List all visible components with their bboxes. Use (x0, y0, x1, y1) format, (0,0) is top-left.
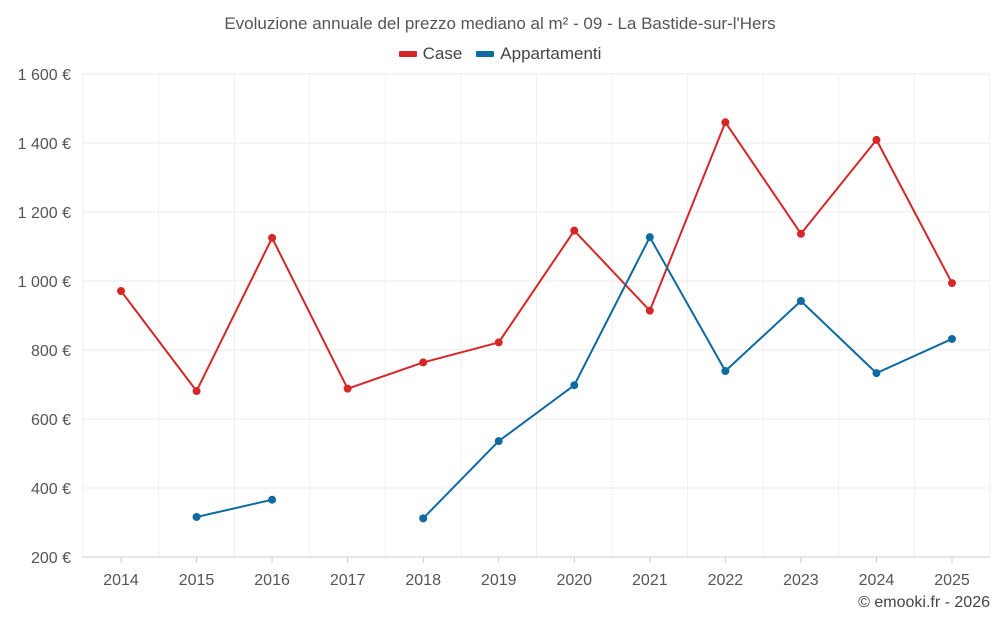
data-point-case (192, 387, 201, 396)
data-point-case (343, 384, 352, 393)
legend-swatch-appartamenti (476, 51, 495, 57)
data-point-appartamenti (645, 233, 654, 242)
x-tick-label: 2024 (859, 572, 895, 589)
data-point-case (494, 338, 503, 347)
data-point-appartamenti (948, 334, 956, 343)
legend-label-case: Case (422, 44, 463, 63)
data-point-case (872, 135, 881, 144)
legend-item-case[interactable]: Case (398, 44, 463, 64)
data-point-appartamenti (494, 437, 503, 446)
series-line-case (120, 121, 953, 393)
data-point-appartamenti (721, 367, 730, 376)
x-tick-label: 2023 (783, 572, 819, 589)
x-tick-label: 2019 (481, 572, 517, 589)
data-point-appartamenti (192, 512, 201, 521)
data-point-appartamenti (268, 495, 277, 504)
legend-label-appartamenti: Appartamenti (500, 44, 602, 63)
y-tick-label: 400 € (31, 481, 71, 498)
y-tick-label: 1 600 € (18, 67, 71, 84)
y-tick-label: 1 400 € (18, 136, 71, 153)
data-point-case (117, 287, 125, 296)
data-point-case (570, 226, 579, 235)
y-tick-label: 1 000 € (18, 274, 71, 291)
x-tick-label: 2022 (708, 572, 744, 589)
y-tick-label: 800 € (31, 343, 71, 360)
data-point-appartamenti (570, 381, 579, 390)
data-point-appartamenti (419, 514, 428, 523)
y-tick-label: 200 € (31, 550, 71, 567)
data-point-case (796, 229, 805, 238)
x-tick-label: 2018 (405, 572, 441, 589)
legend-swatch-case (398, 51, 417, 57)
y-tick-label: 600 € (31, 412, 71, 429)
data-point-appartamenti (796, 297, 805, 306)
data-point-case (721, 118, 730, 127)
series-line-appartamenti (422, 236, 953, 520)
x-tick-label: 2020 (556, 572, 592, 589)
x-tick-label: 2021 (632, 572, 668, 589)
data-point-appartamenti (872, 369, 881, 378)
x-tick-label: 2017 (330, 572, 366, 589)
data-point-case (419, 358, 428, 367)
data-point-case (268, 233, 277, 242)
x-tick-label: 2015 (179, 572, 215, 589)
series-line-appartamenti (196, 498, 273, 518)
x-tick-label: 2016 (254, 572, 290, 589)
x-tick-label: 2014 (103, 572, 139, 589)
legend: Case Appartamenti (0, 44, 1000, 64)
x-tick-label: 2025 (934, 572, 970, 589)
data-point-case (948, 279, 956, 288)
legend-item-appartamenti[interactable]: Appartamenti (476, 44, 601, 64)
y-tick-label: 1 200 € (18, 205, 71, 222)
data-point-case (645, 306, 654, 315)
credit-text: © emooki.fr - 2026 (858, 594, 990, 611)
chart-title: Evoluzione annuale del prezzo mediano al… (224, 14, 776, 33)
